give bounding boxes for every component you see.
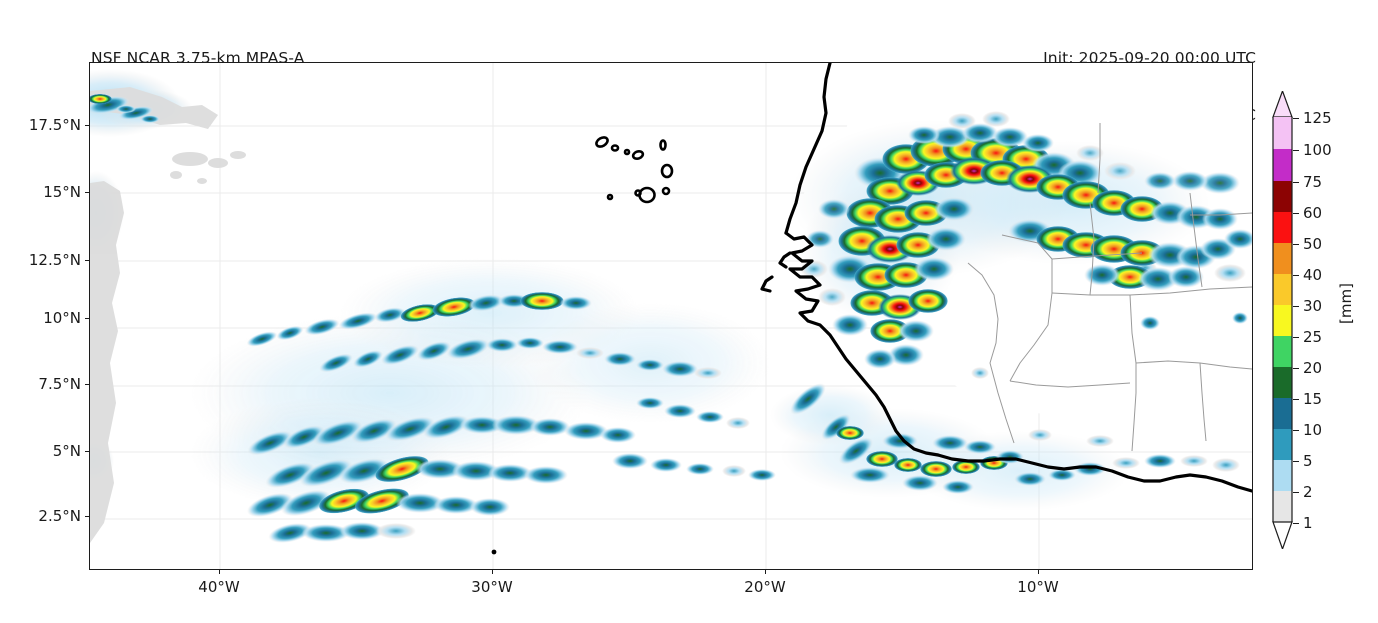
cbar-tick-1	[1293, 523, 1299, 525]
ytick-mark-17-5	[85, 125, 89, 127]
small-islands	[491, 549, 497, 555]
cbar-tick-20	[1293, 368, 1299, 370]
xtick-label-10w: 10°W	[1017, 578, 1059, 596]
cbar-label-1: 1	[1303, 514, 1313, 532]
colorbar-gradient	[1272, 91, 1293, 549]
gulf-guinea-precip	[770, 383, 1240, 511]
ytick-label-12-5: 12.5°N	[28, 251, 81, 269]
cbar-label-100: 100	[1303, 141, 1332, 159]
cbar-tick-100	[1293, 150, 1299, 152]
cbar-tick-25	[1293, 337, 1299, 339]
cbar-tick-15	[1293, 399, 1299, 401]
xtick-mark-30w	[492, 570, 494, 574]
cape-verde-islands	[595, 136, 674, 204]
ytick-label-10: 10°N	[43, 309, 81, 327]
country-borders	[967, 123, 1252, 452]
cbar-label-30: 30	[1303, 297, 1323, 315]
cbar-tick-30	[1293, 306, 1299, 308]
cbar-tick-50	[1293, 244, 1299, 246]
cbar-label-75: 75	[1303, 173, 1323, 191]
map-plot-area	[89, 62, 1253, 570]
cbar-tick-5	[1293, 461, 1299, 463]
cbar-tick-40	[1293, 275, 1299, 277]
itcz-south-band	[246, 414, 636, 543]
ytick-mark-2-5	[85, 516, 89, 518]
cbar-label-40: 40	[1303, 266, 1323, 284]
precipitation-colorbar	[1272, 91, 1293, 549]
cbar-label-2: 2	[1303, 483, 1313, 501]
cbar-tick-60	[1293, 213, 1299, 215]
ytick-label-17-5: 17.5°N	[28, 116, 81, 134]
xtick-mark-20w	[765, 570, 767, 574]
ytick-label-5: 5°N	[52, 442, 81, 460]
xtick-label-30w: 30°W	[471, 578, 513, 596]
ytick-mark-7-5	[85, 384, 89, 386]
cbar-label-10: 10	[1303, 421, 1323, 439]
ytick-mark-5	[85, 451, 89, 453]
ytick-mark-10	[85, 318, 89, 320]
cbar-label-20: 20	[1303, 359, 1323, 377]
xtick-label-40w: 40°W	[198, 578, 240, 596]
cbar-label-5: 5	[1303, 452, 1313, 470]
cbar-label-60: 60	[1303, 204, 1323, 222]
atlantic-itcz-precip	[190, 258, 776, 543]
ytick-label-2-5: 2.5°N	[38, 507, 81, 525]
cbar-label-50: 50	[1303, 235, 1323, 253]
ytick-mark-12-5	[85, 260, 89, 262]
sahel-mcs-precip	[790, 111, 1252, 369]
ytick-label-7-5: 7.5°N	[38, 375, 81, 393]
coastlines	[760, 63, 1252, 493]
xtick-mark-40w	[219, 570, 221, 574]
colorbar-units-label: [mm]	[1337, 283, 1355, 324]
itcz-mid-cells	[319, 337, 722, 379]
ytick-mark-15	[85, 192, 89, 194]
cbar-label-15: 15	[1303, 390, 1323, 408]
cbar-label-125: 125	[1303, 109, 1332, 127]
ytick-label-15: 15°N	[43, 183, 81, 201]
cbar-tick-10	[1293, 430, 1299, 432]
itcz-north-arc	[246, 292, 592, 347]
cbar-tick-75	[1293, 182, 1299, 184]
precipitation-map	[90, 63, 1252, 569]
xtick-label-20w: 20°W	[744, 578, 786, 596]
xtick-mark-10w	[1038, 570, 1040, 574]
cbar-tick-125	[1293, 118, 1299, 120]
cbar-label-25: 25	[1303, 328, 1323, 346]
caribbean-precip	[90, 94, 160, 123]
itcz-east-cells	[612, 397, 776, 481]
cbar-tick-2	[1293, 492, 1299, 494]
